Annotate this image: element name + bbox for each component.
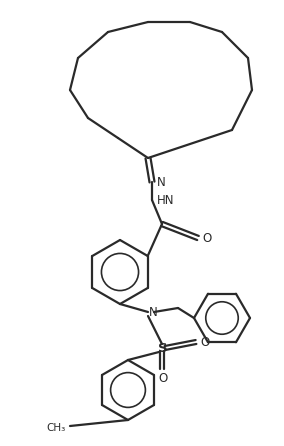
Text: HN: HN [157,194,174,206]
Text: CH₃: CH₃ [47,423,66,433]
Text: O: O [158,372,168,385]
Text: N: N [149,306,158,318]
Text: O: O [202,231,211,244]
Text: O: O [200,335,209,348]
Text: S: S [158,342,168,355]
Text: N: N [157,175,166,189]
